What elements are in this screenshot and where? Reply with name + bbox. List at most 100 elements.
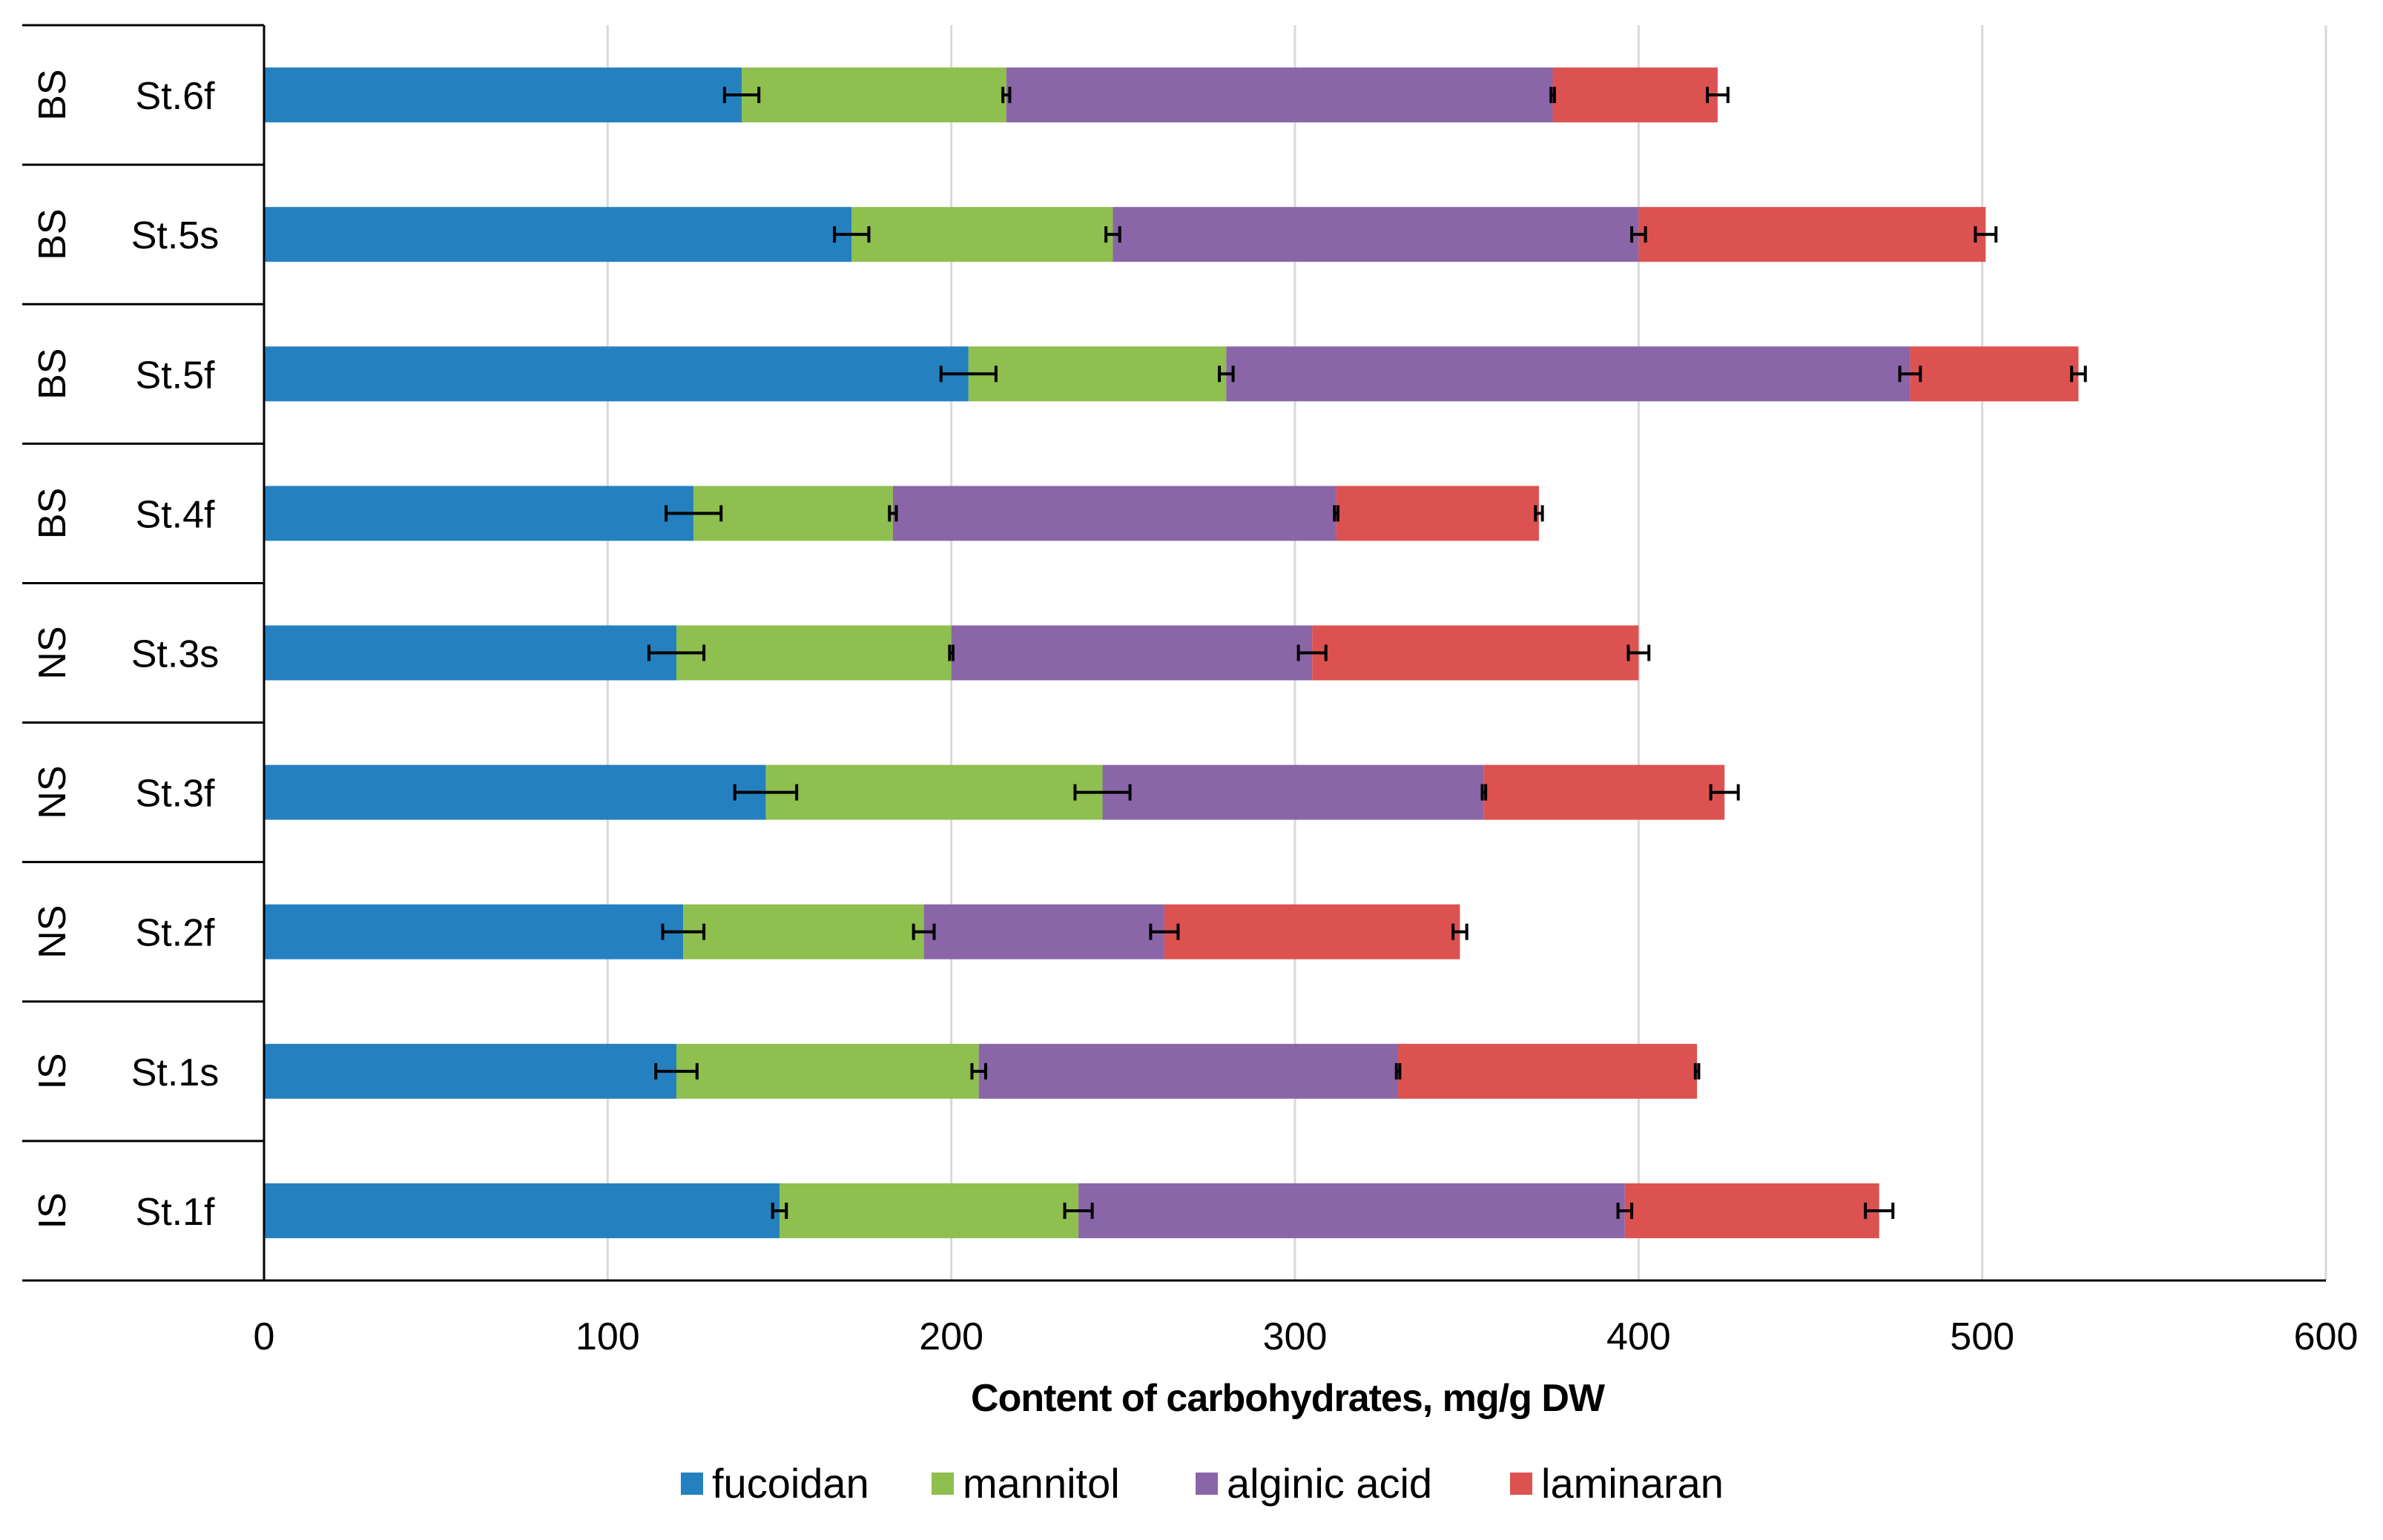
- error-bar-St.3s-mannitol: [948, 644, 955, 661]
- error-bar-St.2f-mannitol: [912, 923, 936, 940]
- group-label-NS: NS: [31, 905, 74, 959]
- bar-St.5s-alginic-acid: [1113, 207, 1639, 262]
- bar-St.5f-laminaran: [1910, 346, 2079, 402]
- bar-St.5s-mannitol: [851, 207, 1113, 262]
- group-label-IS: IS: [31, 1053, 74, 1089]
- error-bar-St.6f-alginic-acid: [1549, 87, 1556, 104]
- bar-St.3f-alginic-acid: [1102, 764, 1484, 820]
- bar-St.5s-fucoidan: [264, 207, 852, 262]
- sample-label-St.5f: St.5f: [136, 354, 215, 397]
- bar-St.1s-laminaran: [1398, 1043, 1698, 1099]
- error-bar-St.3s-alginic-acid: [1296, 644, 1328, 661]
- error-bar-St.5s-mannitol: [1104, 226, 1121, 243]
- bar-St.1s-alginic-acid: [978, 1043, 1398, 1099]
- error-bar-St.4f-laminaran: [1534, 505, 1544, 522]
- error-bar-St.3f-laminaran: [1709, 784, 1740, 801]
- bars: [264, 67, 2079, 1238]
- error-bar-St.3f-mannitol: [1073, 784, 1132, 801]
- error-bar-St.4f-alginic-acid: [1333, 505, 1339, 522]
- bar-St.5f-alginic-acid: [1226, 346, 1911, 402]
- error-bar-St.3f-fucoidan: [733, 784, 799, 801]
- bar-St.4f-mannitol: [693, 486, 893, 541]
- bar-St.1f-alginic-acid: [1078, 1183, 1625, 1238]
- bar-St.3s-alginic-acid: [951, 625, 1313, 681]
- bar-St.2f-mannitol: [683, 904, 924, 959]
- legend-swatch-laminaran: [1510, 1473, 1532, 1495]
- bar-St.1s-fucoidan: [264, 1043, 676, 1099]
- error-bar-St.3s-fucoidan: [647, 644, 706, 661]
- bar-St.3f-mannitol: [765, 764, 1103, 820]
- error-bar-St.5f-laminaran: [2070, 366, 2087, 383]
- error-bar-St.1f-laminaran: [1864, 1202, 1895, 1219]
- bar-St.3f-laminaran: [1483, 764, 1725, 820]
- legend: fucoidan mannitol alginic acid laminaran: [681, 1460, 1724, 1507]
- sample-label-St.3f: St.3f: [136, 773, 215, 816]
- group-label-BS: BS: [31, 488, 74, 539]
- sample-label-St.6f: St.6f: [136, 75, 215, 118]
- x-tick-label-300: 300: [1263, 1315, 1328, 1358]
- bar-St.6f-fucoidan: [264, 67, 742, 123]
- bar-St.3s-fucoidan: [264, 625, 676, 681]
- x-tick-label-600: 600: [2294, 1315, 2359, 1358]
- x-tick-label-0: 0: [254, 1315, 275, 1358]
- sample-label-St.4f: St.4f: [136, 493, 215, 536]
- sample-label-St.1f: St.1f: [136, 1191, 215, 1234]
- sample-label-St.2f: St.2f: [136, 912, 215, 955]
- bar-St.5f-mannitol: [968, 346, 1227, 402]
- error-bar-St.2f-fucoidan: [661, 923, 706, 940]
- bar-St.1f-mannitol: [779, 1183, 1079, 1238]
- error-bars: [647, 87, 2087, 1219]
- sample-label-St.5s: St.5s: [131, 214, 220, 257]
- x-tick-label-200: 200: [919, 1315, 983, 1358]
- error-bar-St.1f-mannitol: [1063, 1202, 1094, 1219]
- group-label-IS: IS: [31, 1192, 74, 1229]
- sample-label-St.3s: St.3s: [131, 633, 220, 676]
- bar-St.5s-laminaran: [1638, 207, 1986, 262]
- bar-St.4f-alginic-acid: [892, 486, 1336, 541]
- bar-St.6f-alginic-acid: [1006, 67, 1553, 123]
- error-bar-St.2f-laminaran: [1451, 923, 1469, 940]
- bar-St.5f-fucoidan: [264, 346, 969, 402]
- x-tick-label-100: 100: [576, 1315, 640, 1358]
- category-labels: St.6f BS St.5s BS St.5f BS St.4f BS St.3s NS St.3f…: [31, 69, 219, 1234]
- error-bar-St.5f-mannitol: [1218, 366, 1235, 383]
- legend-swatch-alginic-acid: [1196, 1473, 1218, 1495]
- error-bar-St.6f-mannitol: [1001, 87, 1012, 104]
- error-bar-St.6f-fucoidan: [722, 87, 761, 104]
- error-bar-St.1s-mannitol: [970, 1063, 987, 1080]
- group-label-BS: BS: [31, 348, 74, 400]
- error-bar-St.5s-fucoidan: [833, 226, 871, 243]
- group-label-NS: NS: [31, 626, 74, 679]
- sample-label-St.1s: St.1s: [131, 1051, 220, 1094]
- bar-St.4f-laminaran: [1336, 486, 1539, 541]
- x-tick-label-400: 400: [1606, 1315, 1671, 1358]
- legend-label-fucoidan: fucoidan: [712, 1460, 869, 1507]
- error-bar-St.6f-laminaran: [1706, 87, 1730, 104]
- error-bar-St.2f-alginic-acid: [1149, 923, 1180, 940]
- x-axis-title: Content of carbohydrates, mg/g DW: [971, 1377, 1606, 1420]
- legend-label-laminaran: laminaran: [1541, 1460, 1724, 1507]
- bar-St.3s-mannitol: [676, 625, 952, 681]
- group-label-NS: NS: [31, 765, 74, 819]
- error-bar-St.1s-fucoidan: [654, 1063, 699, 1080]
- bar-St.3s-laminaran: [1312, 625, 1639, 681]
- error-bar-St.4f-fucoidan: [665, 505, 723, 522]
- error-bar-St.3f-alginic-acid: [1480, 784, 1488, 801]
- legend-label-alginic-acid: alginic acid: [1227, 1460, 1432, 1507]
- group-label-BS: BS: [31, 69, 74, 120]
- bar-St.3f-fucoidan: [264, 764, 766, 820]
- bar-St.6f-laminaran: [1552, 67, 1718, 123]
- bar-St.1s-mannitol: [676, 1043, 979, 1099]
- bar-St.2f-laminaran: [1164, 904, 1460, 959]
- bar-St.1f-fucoidan: [264, 1183, 779, 1238]
- error-bar-St.3s-laminaran: [1626, 644, 1651, 661]
- x-tick-label-500: 500: [1950, 1315, 2014, 1358]
- error-bar-St.1f-fucoidan: [771, 1202, 788, 1219]
- legend-label-mannitol: mannitol: [963, 1460, 1120, 1507]
- bar-St.2f-alginic-acid: [923, 904, 1164, 959]
- bar-St.2f-fucoidan: [264, 904, 684, 959]
- error-bar-St.4f-mannitol: [888, 505, 898, 522]
- legend-swatch-mannitol: [932, 1473, 954, 1495]
